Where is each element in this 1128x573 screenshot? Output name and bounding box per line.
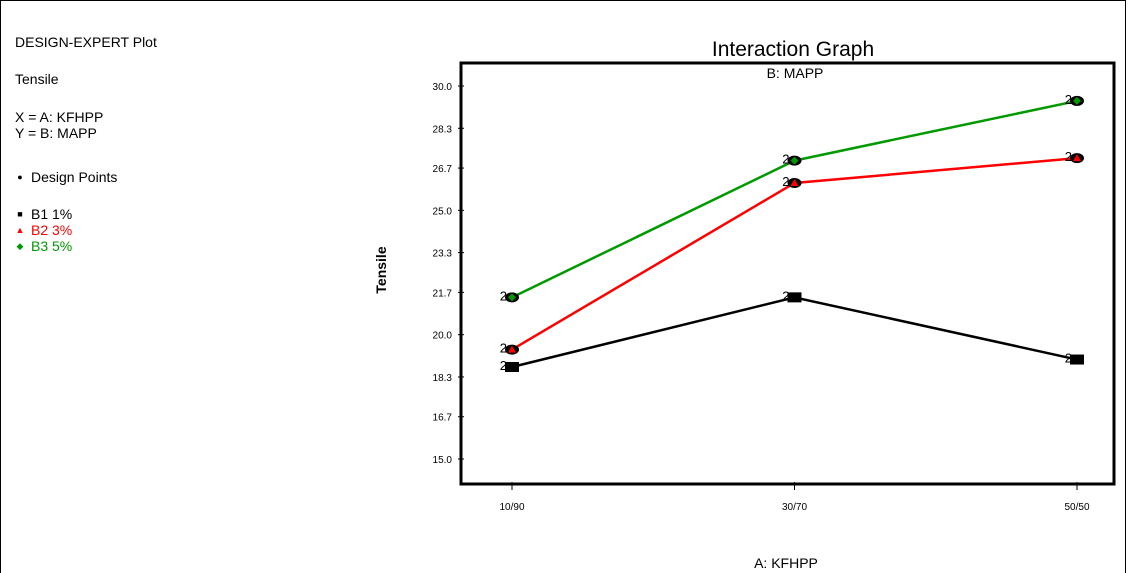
point-annotation: 2 [782,174,789,189]
data-point [787,292,802,303]
y-tick-label: 28.3 [433,124,453,135]
x-factor-definition: X = A: KFHPP [15,109,104,125]
y-factor-definition: Y = B: MAPP [15,125,97,141]
point-annotation: 2 [1065,92,1072,107]
legend-label-b1: B1 1% [31,206,73,222]
data-point [505,361,519,372]
chart-title: Interaction Graph [712,38,874,61]
point-annotation: 2 [1065,351,1072,366]
x-tick-label: 30/70 [782,502,807,513]
point-annotation: 2 [500,341,507,356]
x-axis-label: A: KFHPP [754,555,818,571]
response-label: Tensile [15,71,59,87]
point-annotation: 2 [1065,149,1072,164]
plot-label: DESIGN-EXPERT Plot [15,34,157,50]
series-line [511,296,1078,369]
plot-area [459,61,1116,486]
data-point [1073,154,1081,162]
axes: 15.0 16.7 18.3 20.0 21.7 23.3 25.0 26.7 28.3 30.0… [433,82,1090,513]
y-axis-label: Tensile [373,246,389,293]
legend-label-b2: B2 3% [31,222,73,238]
data-point [1073,96,1081,105]
data-point [790,178,799,186]
legend-label-b3: B3 5% [31,238,73,254]
series-group: 2 2 2 2 2 2 2 2 2 [500,92,1084,373]
y-tick-label: 16.7 [433,413,453,424]
data-point [508,293,516,302]
point-annotation: 2 [500,288,507,303]
triangle-icon: ▲ [15,225,25,235]
y-tick-label: 21.7 [433,288,453,299]
design-points-legend: ● Design Points [15,169,117,185]
y-tick-label: 20.0 [433,331,453,342]
legend-item-b1: ■ B1 1% [15,206,72,222]
square-icon: ■ [17,209,23,219]
point-annotation: 2 [500,358,507,373]
data-point [508,345,516,353]
y-tick-label: 25.0 [433,206,453,217]
point-annotation: 2 [782,288,789,303]
chart-subtitle: B: MAPP [767,65,824,81]
point-annotation: 2 [782,152,789,167]
y-tick-label: 15.0 [433,455,453,466]
data-point [1070,354,1084,365]
dot-icon: ● [17,172,23,182]
legend-item-b2: ▲ B2 3% [15,222,73,238]
legend-item-b3: ◆ B3 5% [15,238,73,254]
series-line [511,99,1078,299]
data-point [790,156,799,165]
y-tick-label: 30.0 [433,82,453,93]
diamond-icon: ◆ [16,241,24,251]
x-tick-label: 50/50 [1064,502,1089,513]
x-tick-label: 10/90 [499,502,524,513]
y-tick-label: 23.3 [433,249,453,260]
y-tick-label: 18.3 [433,373,453,384]
y-tick-label: 26.7 [433,164,453,175]
design-points-label: Design Points [31,169,118,185]
